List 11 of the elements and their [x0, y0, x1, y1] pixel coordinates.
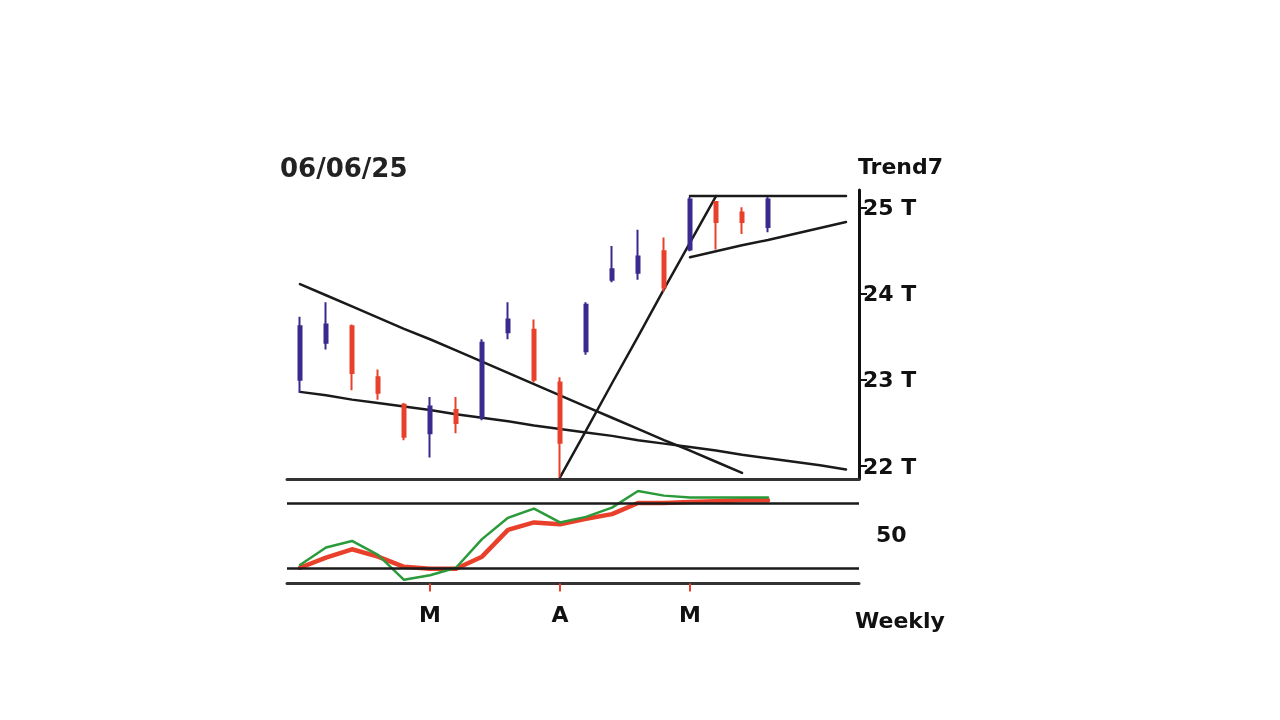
text: Trend7: [858, 153, 944, 179]
x-tick-label: M: [679, 602, 701, 627]
chart-title: 06/06/25: [280, 153, 408, 183]
y-tick-label: 23 T: [863, 367, 917, 393]
x-tick-label: A: [551, 602, 569, 627]
y-tick-label: 25 T: [863, 194, 917, 220]
y-tick-label: 22 T: [863, 453, 917, 479]
y-tick-label: 24 T: [863, 281, 917, 307]
x-tick-label: M: [419, 602, 441, 627]
text: 50: [876, 521, 907, 547]
text: Weekly: [855, 607, 945, 633]
